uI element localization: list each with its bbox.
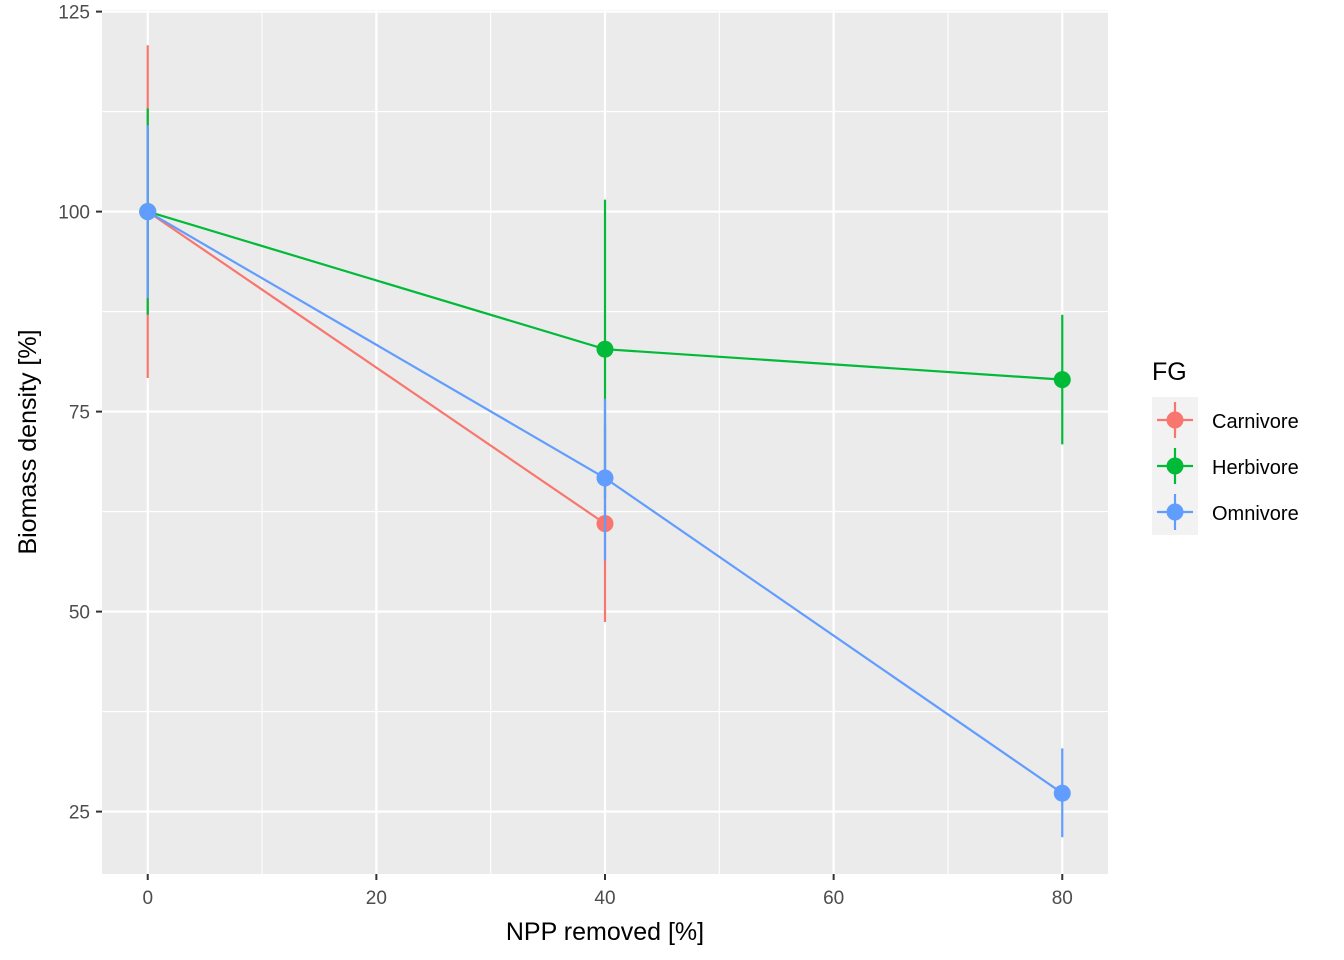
series-line: [147, 210, 606, 525]
legend-item-omnivore: Omnivore: [1157, 494, 1299, 530]
legend: FG Carnivore Herbivore Omnivore: [1152, 358, 1299, 535]
x-tick-label: 80: [1052, 888, 1073, 909]
axes-layer: 0 20 40 60 80 25 50 75 100 125: [58, 3, 1073, 909]
legend-label: Omnivore: [1212, 503, 1299, 525]
y-tick-label: 50: [69, 603, 90, 624]
data-point: [1053, 371, 1071, 389]
data-point: [596, 469, 614, 487]
x-tick-label: 40: [594, 888, 615, 909]
y-tick-label: 75: [69, 403, 90, 424]
legend-label: Herbivore: [1212, 457, 1299, 479]
y-tick-label: 125: [58, 3, 90, 24]
legend-item-carnivore: Carnivore: [1157, 402, 1299, 438]
legend-label: Carnivore: [1212, 411, 1299, 433]
y-tick-label: 100: [58, 203, 90, 224]
series-omnivore: [139, 125, 1071, 838]
x-tick-label: 0: [142, 888, 153, 909]
data-point: [596, 340, 614, 358]
legend-item-herbivore: Herbivore: [1157, 448, 1299, 484]
data-point: [1053, 784, 1071, 802]
legend-key-point: [1166, 457, 1184, 475]
y-tick-label: 25: [69, 803, 90, 824]
x-tick-label: 20: [366, 888, 387, 909]
legend-key-point: [1166, 411, 1184, 429]
series-layer: [139, 45, 1071, 838]
data-point: [139, 203, 157, 221]
legend-key-point: [1166, 503, 1184, 521]
x-axis-title: NPP removed [%]: [506, 918, 704, 946]
legend-items: Carnivore Herbivore Omnivore: [1157, 402, 1299, 530]
y-axis-title: Biomass density [%]: [14, 329, 42, 554]
x-tick-label: 60: [823, 888, 844, 909]
legend-title: FG: [1152, 358, 1187, 386]
